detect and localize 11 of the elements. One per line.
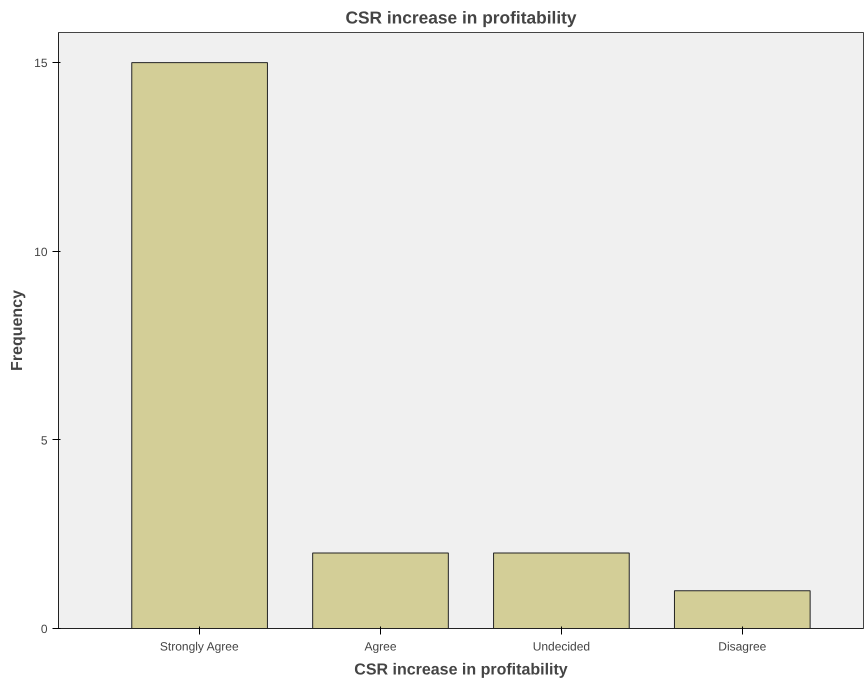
x-tick-label: Agree [364,640,397,654]
y-tick-label: 0 [40,622,48,636]
y-tick-label: 5 [40,433,48,448]
y-tick-label: 10 [34,244,48,259]
y-axis-title: Frequency [9,290,26,371]
x-tick-label: Undecided [532,640,590,654]
chart-title: CSR increase in profitability [345,8,577,28]
x-axis-title: CSR increase in profitability [354,662,568,678]
x-tick-label: Strongly Agree [160,640,239,654]
x-tick-label: Disagree [718,640,767,654]
y-tick-label: 15 [34,56,48,70]
